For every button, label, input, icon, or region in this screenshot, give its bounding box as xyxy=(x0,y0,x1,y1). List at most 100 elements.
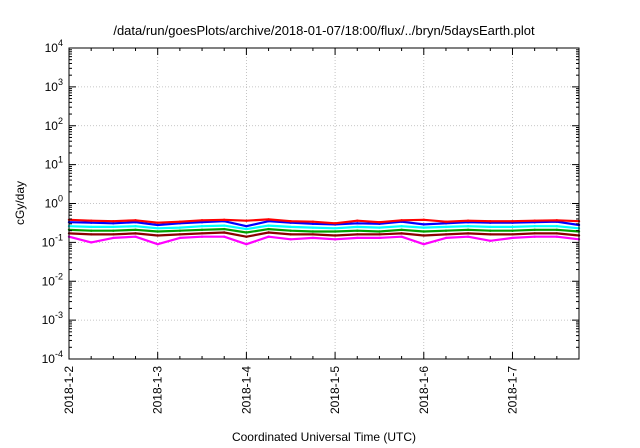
data-point xyxy=(444,220,448,223)
data-point xyxy=(400,225,403,228)
data-point xyxy=(178,229,182,232)
data-point xyxy=(90,225,93,229)
data-point xyxy=(333,230,337,233)
data-point xyxy=(333,234,337,237)
data-point xyxy=(422,243,425,246)
data-point xyxy=(333,222,337,225)
data-point xyxy=(489,239,492,242)
data-point xyxy=(200,221,204,224)
data-point xyxy=(245,227,248,231)
data-point xyxy=(511,225,514,229)
data-point xyxy=(112,229,115,232)
data-point xyxy=(267,231,270,234)
x-axis-label: Coordinated Universal Time (UTC) xyxy=(232,430,416,444)
data-point xyxy=(90,241,93,244)
data-point xyxy=(289,220,292,223)
data-point xyxy=(112,225,115,229)
data-point xyxy=(378,226,381,229)
data-point xyxy=(200,225,204,228)
data-point xyxy=(156,221,159,224)
data-point xyxy=(333,227,337,230)
data-point xyxy=(555,232,558,235)
data-point xyxy=(311,220,315,223)
data-point xyxy=(378,221,381,224)
chart-title: /data/run/goesPlots/archive/2018-01-07/1… xyxy=(113,23,535,38)
data-point xyxy=(289,225,292,229)
data-point xyxy=(245,219,248,222)
data-point xyxy=(223,227,226,231)
data-point xyxy=(466,228,470,231)
data-point xyxy=(356,233,359,236)
data-point xyxy=(333,238,337,241)
x-tick-label: 2018-1-5 xyxy=(328,366,342,414)
data-point xyxy=(156,230,159,233)
data-point xyxy=(422,226,425,229)
data-point xyxy=(311,226,315,229)
data-point xyxy=(311,222,315,225)
data-point xyxy=(422,218,425,221)
data-point xyxy=(511,229,514,232)
data-point xyxy=(223,231,226,234)
data-point xyxy=(178,220,182,223)
data-point xyxy=(311,233,315,236)
data-point xyxy=(555,225,558,228)
data-point xyxy=(90,229,93,232)
data-point xyxy=(400,235,403,238)
data-point xyxy=(311,230,315,233)
data-point xyxy=(267,235,270,238)
data-point xyxy=(356,229,359,232)
x-tick-label: 2018-1-7 xyxy=(505,366,519,414)
data-point xyxy=(466,232,470,235)
data-point xyxy=(422,234,425,237)
data-point xyxy=(378,236,381,240)
series-line xyxy=(68,224,580,231)
data-point xyxy=(200,219,204,222)
data-point xyxy=(422,223,425,226)
data-point xyxy=(466,219,470,222)
data-point xyxy=(245,235,248,238)
series-layer xyxy=(67,218,581,246)
data-point xyxy=(178,233,182,236)
data-point xyxy=(511,220,514,223)
data-point xyxy=(178,236,182,240)
data-point xyxy=(156,243,159,246)
data-point xyxy=(200,232,204,235)
data-point xyxy=(134,235,137,238)
data-point xyxy=(555,219,558,222)
data-point xyxy=(267,220,270,223)
data-point xyxy=(267,224,270,227)
data-point xyxy=(356,219,359,222)
data-point xyxy=(90,233,93,236)
data-point xyxy=(156,234,159,237)
data-point xyxy=(200,235,204,238)
data-point xyxy=(134,219,137,222)
data-point xyxy=(533,228,536,231)
data-point xyxy=(489,225,492,229)
data-point xyxy=(267,218,270,221)
x-tick-label: 2018-1-2 xyxy=(62,366,76,414)
x-tick-label: 2018-1-3 xyxy=(151,366,165,414)
data-point xyxy=(200,228,204,231)
data-point xyxy=(156,227,159,230)
x-tick-label: 2018-1-6 xyxy=(417,366,431,414)
data-point xyxy=(156,223,159,227)
data-point xyxy=(511,236,514,240)
series-line xyxy=(68,220,580,228)
data-point xyxy=(444,233,448,236)
data-point xyxy=(444,229,448,232)
data-point xyxy=(112,236,115,240)
data-point xyxy=(378,233,381,236)
data-point xyxy=(533,219,536,222)
data-point xyxy=(90,219,93,222)
data-point xyxy=(112,233,115,236)
series-line xyxy=(68,228,580,234)
data-point xyxy=(90,221,93,224)
data-point xyxy=(245,225,248,228)
data-point xyxy=(444,225,448,229)
data-point xyxy=(489,229,492,232)
series-line xyxy=(68,235,580,246)
data-point xyxy=(422,230,425,233)
y-axis-label: cGy/day xyxy=(13,181,27,225)
data-point xyxy=(356,236,359,240)
data-point xyxy=(245,231,248,234)
